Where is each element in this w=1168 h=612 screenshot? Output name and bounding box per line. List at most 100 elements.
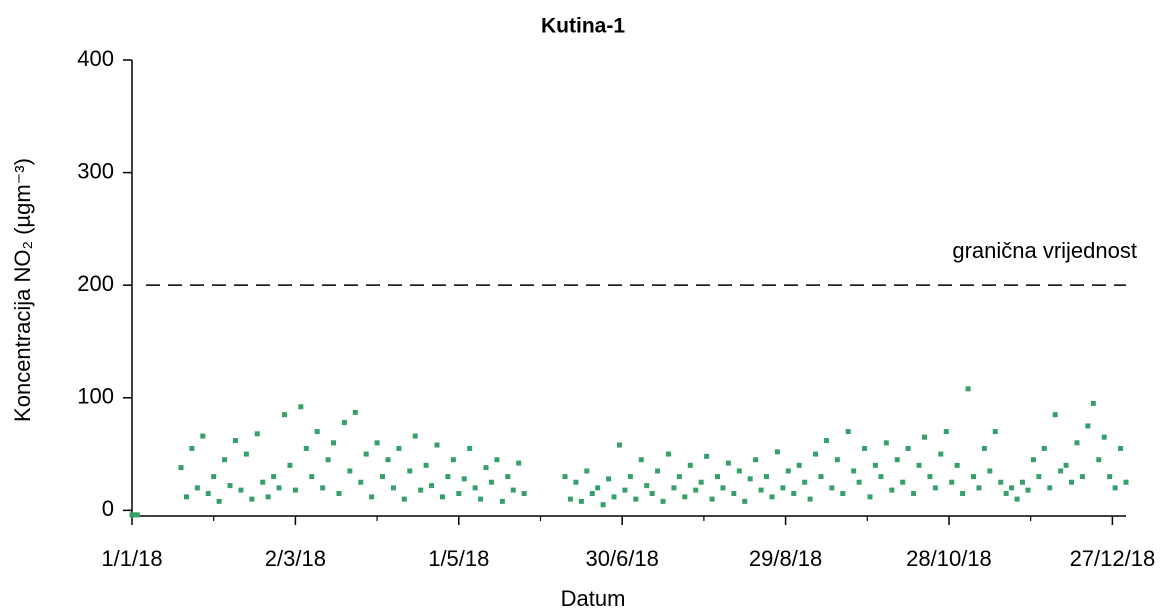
point bbox=[872, 462, 878, 468]
point bbox=[976, 485, 982, 491]
point bbox=[589, 490, 595, 496]
point bbox=[1085, 423, 1091, 429]
point bbox=[742, 498, 748, 504]
point bbox=[309, 474, 315, 480]
point bbox=[584, 468, 590, 474]
point bbox=[693, 487, 699, 493]
y-tick-label: 300 bbox=[77, 158, 114, 183]
point bbox=[905, 445, 911, 451]
point bbox=[450, 457, 456, 463]
point bbox=[183, 494, 189, 500]
point bbox=[439, 494, 445, 500]
point bbox=[505, 474, 511, 480]
point bbox=[232, 438, 238, 444]
point bbox=[785, 468, 791, 474]
point bbox=[1096, 457, 1102, 463]
point bbox=[802, 479, 808, 485]
point bbox=[725, 460, 731, 466]
point bbox=[418, 487, 424, 493]
point bbox=[222, 457, 228, 463]
point bbox=[200, 433, 206, 439]
point bbox=[845, 429, 851, 435]
point bbox=[992, 429, 998, 435]
point bbox=[1090, 400, 1096, 406]
point bbox=[516, 460, 522, 466]
point bbox=[911, 490, 917, 496]
point bbox=[720, 485, 726, 491]
point bbox=[987, 468, 993, 474]
point bbox=[494, 457, 500, 463]
point bbox=[194, 485, 200, 491]
point bbox=[627, 474, 633, 480]
point bbox=[960, 490, 966, 496]
point bbox=[758, 487, 764, 493]
point bbox=[889, 487, 895, 493]
point bbox=[461, 476, 467, 482]
point bbox=[600, 502, 606, 508]
point bbox=[1020, 479, 1026, 485]
point bbox=[369, 494, 375, 500]
point bbox=[325, 457, 331, 463]
point bbox=[401, 496, 407, 502]
point bbox=[271, 474, 277, 480]
y-tick-label: 400 bbox=[77, 46, 114, 71]
point bbox=[834, 457, 840, 463]
x-tick-label: 2/3/18 bbox=[265, 546, 326, 571]
point bbox=[932, 485, 938, 491]
point bbox=[1041, 445, 1047, 451]
point bbox=[927, 474, 933, 480]
point bbox=[412, 433, 418, 439]
point bbox=[883, 440, 889, 446]
point bbox=[1074, 440, 1080, 446]
point bbox=[374, 440, 380, 446]
point bbox=[616, 442, 622, 448]
point bbox=[867, 494, 873, 500]
point bbox=[472, 485, 478, 491]
point bbox=[303, 445, 309, 451]
point bbox=[216, 498, 222, 504]
y-axis-label: Koncentracija NO₂ (µgm⁻³) bbox=[10, 158, 35, 422]
point bbox=[949, 479, 955, 485]
point bbox=[764, 474, 770, 480]
point bbox=[644, 483, 650, 489]
point bbox=[390, 485, 396, 491]
point bbox=[900, 479, 906, 485]
point bbox=[1025, 487, 1031, 493]
point bbox=[483, 465, 489, 471]
point bbox=[916, 462, 922, 468]
point bbox=[211, 474, 217, 480]
point bbox=[698, 479, 704, 485]
point bbox=[243, 451, 249, 457]
point bbox=[774, 449, 780, 455]
point bbox=[682, 494, 688, 500]
point bbox=[970, 474, 976, 480]
point bbox=[796, 462, 802, 468]
point bbox=[292, 487, 298, 493]
point bbox=[671, 485, 677, 491]
point bbox=[938, 451, 944, 457]
point bbox=[736, 468, 742, 474]
point bbox=[341, 420, 347, 426]
point bbox=[407, 468, 413, 474]
point bbox=[862, 445, 868, 451]
point bbox=[638, 457, 644, 463]
y-tick-label: 200 bbox=[77, 271, 114, 296]
point bbox=[429, 483, 435, 489]
point bbox=[129, 512, 135, 518]
x-tick-label: 30/6/18 bbox=[585, 546, 658, 571]
point bbox=[205, 490, 211, 496]
point bbox=[434, 442, 440, 448]
point bbox=[1047, 485, 1053, 491]
point bbox=[840, 490, 846, 496]
point bbox=[254, 431, 260, 437]
point bbox=[1052, 412, 1058, 418]
point bbox=[829, 485, 835, 491]
point bbox=[622, 487, 628, 493]
point bbox=[611, 494, 617, 500]
point bbox=[856, 479, 862, 485]
point bbox=[595, 485, 601, 491]
x-tick-label: 29/8/18 bbox=[749, 546, 822, 571]
point bbox=[1112, 485, 1118, 491]
point bbox=[521, 490, 527, 496]
